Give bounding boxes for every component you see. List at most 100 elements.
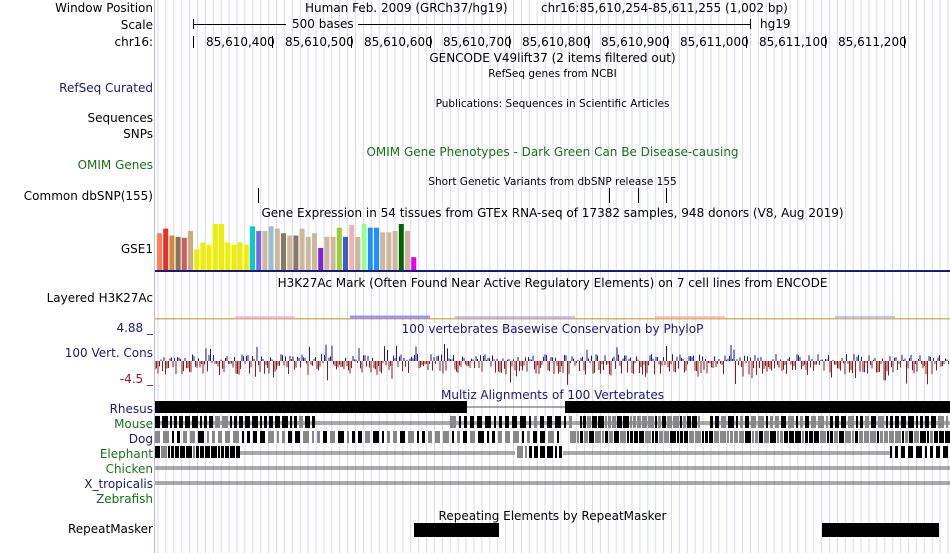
- alignment-block: [584, 431, 588, 443]
- gtex-tissue-bar[interactable]: [330, 236, 336, 270]
- gtex-tissue-bar[interactable]: [343, 236, 348, 270]
- gtex-tissue-bar[interactable]: [386, 232, 392, 270]
- alignment-block: [209, 416, 213, 428]
- gtex-tissue-bar[interactable]: [305, 236, 311, 270]
- snp-variant[interactable]: [666, 188, 667, 203]
- gencode-track-title[interactable]: GENCODE V49lift37 (2 items filtered out): [429, 51, 676, 65]
- gtex-tissue-bar[interactable]: [219, 224, 224, 270]
- species-label-x-tropicalis[interactable]: X_tropicalis: [84, 477, 153, 491]
- dbsnp-track-title[interactable]: Short Genetic Variants from dbSNP releas…: [428, 176, 677, 188]
- repeatmasker-track-label[interactable]: RepeatMasker: [67, 522, 153, 536]
- h3k27ac-signal[interactable]: [155, 312, 950, 320]
- species-label-chicken[interactable]: Chicken: [105, 462, 153, 476]
- species-label-rhesus[interactable]: Rhesus: [109, 402, 153, 416]
- assembly-title[interactable]: Human Feb. 2009 (GRCh37/hg19): [305, 1, 508, 15]
- alignment-block: [612, 416, 616, 428]
- repeat-element[interactable]: [414, 523, 499, 537]
- gtex-tissue-bar[interactable]: [243, 244, 249, 270]
- omim-track-title[interactable]: OMIM Gene Phenotypes - Dark Green Can Be…: [366, 145, 739, 159]
- dbsnp-track-label[interactable]: Common dbSNP(155): [23, 189, 153, 203]
- gtex-tissue-bar[interactable]: [380, 232, 386, 270]
- gtex-tissue-bar[interactable]: [318, 247, 324, 270]
- gtex-tissue-bar[interactable]: [336, 227, 342, 270]
- snp-variant[interactable]: [258, 188, 259, 203]
- gtex-tissue-bar[interactable]: [250, 226, 255, 270]
- alignment-block: [684, 431, 688, 443]
- snp-variant[interactable]: [609, 188, 610, 203]
- gtex-gene-label[interactable]: GSE1: [120, 242, 153, 256]
- conservation-track-label[interactable]: 100 Vert. Cons: [64, 346, 153, 360]
- gtex-tissue-bar[interactable]: [256, 230, 262, 270]
- gtex-tissue-bar[interactable]: [374, 227, 379, 270]
- gtex-tissue-bar[interactable]: [157, 233, 162, 270]
- gtex-bar-chart[interactable]: [155, 222, 535, 270]
- species-label-mouse[interactable]: Mouse: [114, 417, 153, 431]
- gtex-tissue-bar[interactable]: [349, 224, 355, 270]
- refseq-track-title[interactable]: RefSeq genes from NCBI: [488, 68, 617, 80]
- sequences-track-label[interactable]: Sequences: [87, 111, 153, 125]
- gtex-tissue-bar[interactable]: [268, 226, 274, 270]
- gtex-tissue-bar[interactable]: [281, 233, 286, 270]
- gtex-tissue-bar[interactable]: [355, 236, 361, 270]
- gtex-tissue-bar[interactable]: [262, 230, 268, 270]
- gtex-tissue-bar[interactable]: [212, 224, 218, 270]
- snp-variant[interactable]: [638, 188, 639, 203]
- gtex-tissue-bar[interactable]: [169, 235, 175, 271]
- species-label-zebrafish[interactable]: Zebrafish: [96, 492, 153, 506]
- alignment-block: [282, 416, 288, 428]
- conservation-track-title[interactable]: 100 vertebrates Basewise Conservation by…: [401, 322, 704, 336]
- gtex-tissue-bar[interactable]: [206, 244, 212, 270]
- conservation-wiggle[interactable]: [155, 336, 950, 386]
- species-label-elephant[interactable]: Elephant: [99, 447, 153, 461]
- position-readout[interactable]: chr16:85,610,254-85,611,255 (1,002 bp): [541, 1, 788, 15]
- gtex-tissue-bar[interactable]: [225, 242, 231, 270]
- alignment-block: [909, 431, 913, 443]
- h3k27ac-track-label[interactable]: Layered H3K27Ac: [46, 291, 153, 305]
- repeatmasker-track-title[interactable]: Repeating Elements by RepeatMasker: [438, 509, 667, 523]
- gtex-tissue-bar[interactable]: [274, 228, 280, 270]
- alignment-block: [559, 446, 562, 458]
- gtex-tissue-bar[interactable]: [299, 228, 305, 270]
- alignment-block: [645, 431, 651, 443]
- gtex-tissue-bar[interactable]: [200, 242, 206, 270]
- multiz-alignment-blocks[interactable]: [155, 401, 950, 491]
- alignment-block: [533, 431, 537, 443]
- gtex-tissue-bar[interactable]: [398, 224, 404, 270]
- ruler-tick-label: 85,610,600: [364, 35, 433, 49]
- omim-track-label[interactable]: OMIM Genes: [77, 158, 153, 172]
- alignment-block: [895, 416, 899, 428]
- gtex-tissue-bar[interactable]: [237, 242, 243, 270]
- repeat-element[interactable]: [822, 523, 939, 537]
- gtex-tissue-bar[interactable]: [293, 235, 299, 271]
- gtex-tissue-bar[interactable]: [163, 228, 169, 270]
- ruler-tick-label: 85,610,800: [522, 35, 591, 49]
- alignment-block: [252, 416, 258, 428]
- snps-track-label[interactable]: SNPs: [123, 127, 153, 141]
- gtex-track-title[interactable]: Gene Expression in 54 tissues from GTEx …: [261, 206, 844, 220]
- publications-track-title[interactable]: Publications: Sequences in Scientific Ar…: [435, 98, 670, 110]
- gtex-tissue-bar[interactable]: [188, 230, 193, 270]
- gtex-tissue-bar[interactable]: [324, 236, 330, 270]
- gtex-tissue-bar[interactable]: [411, 257, 417, 270]
- gtex-tissue-bar[interactable]: [231, 244, 237, 270]
- gtex-tissue-bar[interactable]: [367, 227, 373, 270]
- alignment-block: [492, 431, 495, 443]
- gtex-tissue-bar[interactable]: [175, 236, 181, 270]
- refseq-track-label[interactable]: RefSeq Curated: [59, 81, 153, 95]
- gtex-tissue-bar[interactable]: [287, 235, 293, 271]
- multiz-track-title[interactable]: Multiz Alignments of 100 Vertebrates: [440, 388, 665, 402]
- alignment-block: [540, 416, 544, 428]
- gtex-tissue-bar[interactable]: [405, 230, 410, 270]
- gtex-tissue-bar[interactable]: [194, 249, 200, 270]
- species-label-dog[interactable]: Dog: [128, 432, 153, 446]
- alignment-block: [534, 416, 537, 428]
- alignment-block: [428, 431, 432, 443]
- gtex-tissue-bar[interactable]: [361, 224, 367, 270]
- alignment-block: [570, 431, 576, 443]
- alignment-block: [183, 431, 187, 443]
- gtex-tissue-bar[interactable]: [312, 233, 317, 270]
- gtex-tissue-bar[interactable]: [181, 237, 187, 270]
- h3k27ac-track-title[interactable]: H3K27Ac Mark (Often Found Near Active Re…: [277, 276, 828, 290]
- alignment-block: [946, 416, 948, 428]
- gtex-tissue-bar[interactable]: [392, 230, 398, 270]
